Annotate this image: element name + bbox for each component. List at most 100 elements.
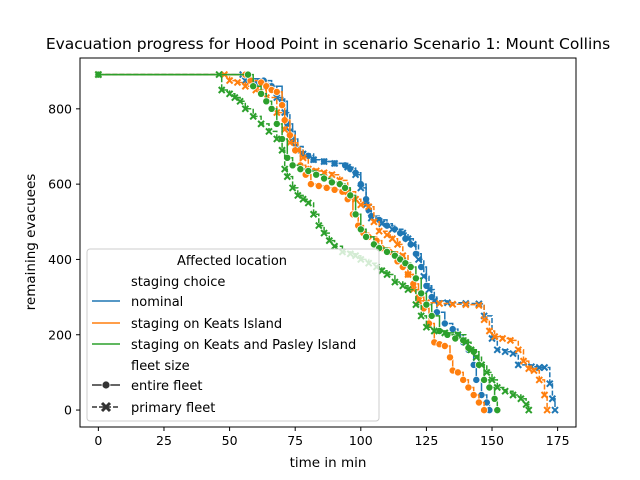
data-point: [459, 375, 468, 384]
data-point: [404, 285, 412, 294]
data-point: [244, 70, 252, 79]
data-point: [267, 104, 276, 113]
data-point: [304, 167, 313, 175]
data-point: [414, 255, 423, 264]
legend-label-primary-fleet: primary fleet: [131, 401, 215, 416]
data-point: [383, 247, 391, 256]
data-point: [475, 301, 483, 310]
data-point: [330, 159, 339, 168]
data-point: [378, 267, 386, 275]
data-point: [257, 89, 266, 98]
data-point: [490, 332, 499, 341]
data-point: [330, 242, 339, 250]
data-point: [322, 183, 331, 192]
data-point: [493, 406, 502, 415]
data-point: [501, 347, 509, 356]
data-point: [94, 70, 103, 79]
data-point: [257, 120, 265, 128]
data-point: [299, 154, 307, 162]
data-point: [356, 225, 365, 234]
data-point: [480, 406, 489, 415]
data-point: [525, 364, 533, 373]
data-point: [453, 368, 462, 377]
data-point: [522, 400, 530, 409]
data-point: [273, 135, 281, 143]
data-point: [390, 251, 399, 260]
data-point: [335, 180, 344, 189]
data-point: [341, 183, 350, 192]
data-point: [406, 263, 415, 271]
data-point: [417, 289, 426, 298]
data-point: [218, 86, 226, 94]
data-point: [488, 376, 496, 384]
data-point: [364, 203, 373, 211]
legend-label-nominal: nominal: [131, 295, 183, 310]
data-point: [485, 383, 494, 392]
data-point: [404, 270, 412, 279]
data-point: [440, 342, 449, 350]
x-tick-label: 75: [287, 433, 303, 448]
data-point: [391, 278, 399, 286]
data-point: [306, 180, 315, 189]
data-point: [548, 395, 557, 403]
data-point: [462, 338, 470, 346]
data-point: [288, 184, 297, 192]
data-point: [327, 178, 336, 187]
data-point: [315, 221, 323, 230]
data-point: [404, 235, 412, 243]
data-point: [351, 171, 360, 179]
data-point: [231, 93, 239, 102]
data-point: [506, 336, 515, 345]
data-point: [472, 375, 481, 384]
data-point: [514, 346, 522, 354]
data-point: [509, 391, 517, 399]
legend-label-keats: staging on Keats Island: [131, 317, 282, 332]
x-axis-label: time in min: [290, 455, 367, 471]
data-point: [399, 229, 407, 237]
data-point: [241, 105, 250, 113]
data-point: [480, 375, 489, 384]
legend-label-keats-pasley: staging on Keats and Pasley Island: [131, 338, 356, 353]
data-point: [233, 78, 242, 87]
data-point: [375, 227, 383, 235]
data-point: [328, 171, 336, 179]
data-point: [393, 240, 402, 249]
data-point: [485, 327, 494, 335]
chart-title: Evacuation progress for Hood Point in sc…: [46, 35, 610, 53]
data-point: [314, 182, 323, 190]
legend-title: Affected location: [177, 254, 287, 269]
data-point: [412, 300, 420, 309]
data-point: [514, 361, 522, 369]
x-tick-label: 25: [156, 433, 172, 448]
data-point: [249, 82, 258, 91]
data-point: [346, 191, 355, 200]
data-point: [320, 174, 329, 183]
data-point: [551, 406, 559, 414]
data-point: [427, 311, 436, 320]
data-point: [236, 97, 244, 106]
data-point: [519, 357, 528, 365]
y-axis-label: remaining evacuees: [23, 174, 39, 311]
data-point: [299, 195, 307, 203]
data-point: [362, 232, 371, 241]
x-axis: 0 25 50 75 100 125 150 175: [94, 427, 570, 448]
data-point: [490, 394, 499, 403]
data-point: [517, 395, 525, 403]
data-point: [343, 163, 352, 171]
data-point: [401, 259, 410, 268]
data-point: [454, 331, 462, 339]
data-point: [483, 368, 491, 377]
data-point: [441, 329, 449, 337]
data-point: [304, 199, 313, 207]
y-tick-label: 800: [48, 101, 72, 116]
data-point: [320, 157, 328, 166]
data-point: [278, 146, 286, 154]
legend: Affected location staging choice nominal…: [86, 248, 380, 422]
data-point: [288, 161, 297, 170]
data-point: [443, 299, 452, 307]
y-tick-label: 400: [48, 252, 72, 267]
data-point: [272, 87, 281, 96]
legend-marker-primary-fleet: [100, 401, 112, 413]
x-tick-label: 100: [349, 433, 373, 448]
